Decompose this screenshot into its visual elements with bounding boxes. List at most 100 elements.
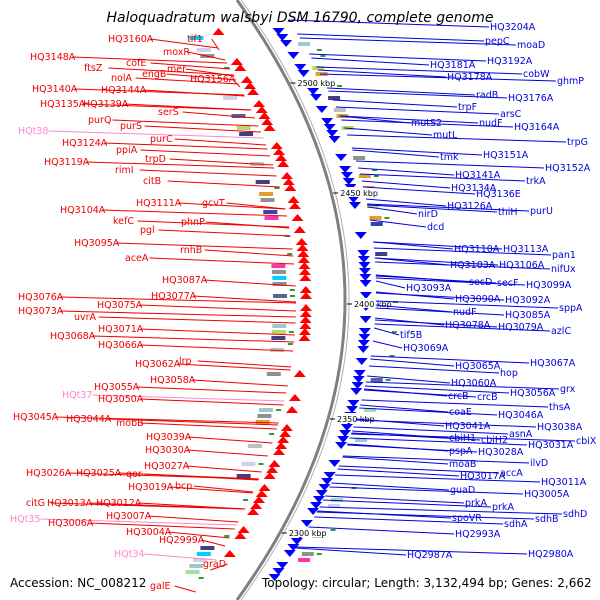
left-leader-line <box>166 73 237 81</box>
left-leader-line <box>193 485 254 493</box>
right-leader-line <box>374 257 499 266</box>
right-leader-line <box>359 173 526 182</box>
right-gene-label: tif5B <box>400 330 422 341</box>
right-strand-gene-arrow <box>310 502 323 509</box>
right-gene-label: radB <box>476 90 498 101</box>
right-strand-gene-arrow <box>359 274 372 281</box>
right-gene-label: trkA <box>526 176 546 187</box>
left-gene-label: qor <box>126 469 142 480</box>
left-gene-label: ppiA <box>116 145 138 156</box>
left-leader-line <box>201 539 226 547</box>
right-strand-gene-arrow <box>358 328 371 335</box>
cog-category-box <box>236 126 251 130</box>
left-leader-line <box>210 563 228 571</box>
left-gene-label: HQ3055A <box>94 382 140 393</box>
right-gene-label: HQ2980A <box>528 549 574 560</box>
left-leader-line <box>174 585 196 593</box>
right-gene-label: HQ3067A <box>530 358 576 369</box>
left-strand-gene-arrow <box>252 100 265 107</box>
left-leader-line <box>144 553 217 561</box>
right-gene-label: HQ3005A <box>524 489 570 500</box>
right-gene-label: secF <box>497 278 518 289</box>
cog-category-box <box>271 330 286 334</box>
right-gene-label: HQ3134A <box>451 183 497 194</box>
right-gene-label: tmk <box>440 152 459 163</box>
left-strand-gene-arrow <box>277 436 290 443</box>
left-strand-gene-arrow <box>282 178 295 185</box>
right-gene-label: HQ3017A <box>460 471 506 482</box>
left-leader-line <box>60 310 296 318</box>
scale-label-bg <box>335 413 376 423</box>
left-gene-label: HQ3044A <box>66 414 112 425</box>
left-strand-gene-arrow <box>297 250 310 257</box>
left-leader-line <box>205 221 290 229</box>
left-leader-line <box>136 386 287 394</box>
left-leader-line <box>86 161 275 169</box>
left-leader-line <box>149 257 295 265</box>
right-gene-label: prkA <box>492 502 514 513</box>
cog-category-box <box>355 438 368 442</box>
left-gene-label: kefC <box>113 216 134 227</box>
right-strand-gene-arrow <box>354 232 367 239</box>
left-gene-label: tif1 <box>187 34 203 45</box>
right-leader-line <box>361 180 451 189</box>
left-gene-label: HQ3140A <box>32 84 78 95</box>
cog-category-box <box>328 504 341 508</box>
left-leader-line <box>112 119 259 127</box>
left-gene-label: HQ3119A <box>44 157 90 168</box>
left-gene-label: serS <box>158 107 179 118</box>
left-gene-label: HQ3111A <box>136 198 182 209</box>
marker-dash <box>389 355 395 357</box>
right-strand-gene-arrow <box>340 172 353 179</box>
left-strand-gene-arrow <box>299 310 312 317</box>
right-leader-line <box>327 87 476 96</box>
right-strand-gene-arrow <box>272 568 285 575</box>
left-leader-line <box>144 125 261 133</box>
left-leader-line <box>135 77 239 85</box>
left-strand-gene-arrow <box>263 472 276 479</box>
cog-category-box <box>193 558 208 562</box>
left-leader-line <box>92 394 285 402</box>
right-gene-label: dcd <box>427 222 444 233</box>
cog-category-box <box>255 180 270 184</box>
right-gene-label: HQ3031A <box>528 440 574 451</box>
right-gene-label: purU <box>530 206 553 217</box>
cog-category-box <box>298 42 311 46</box>
left-strand-gene-arrow <box>247 88 260 95</box>
cog-category-box <box>196 552 211 556</box>
right-gene-label: pan1 <box>552 250 576 261</box>
right-strand-gene-arrow <box>283 550 296 557</box>
cog-category-box <box>257 414 272 418</box>
right-leader-line <box>366 198 447 207</box>
left-gene-label: HQ3087A <box>162 275 208 286</box>
right-leader-line <box>373 247 552 256</box>
left-gene-label: citG <box>26 498 45 509</box>
right-strand-gene-arrow <box>357 340 370 347</box>
backbone <box>235 0 350 600</box>
right-gene-label: HQ3099A <box>526 280 572 291</box>
backbone-outer-line <box>235 0 347 600</box>
cog-category-box <box>272 324 287 328</box>
right-leader-line <box>360 404 449 413</box>
right-leader-line <box>342 456 449 465</box>
left-strand-gene-arrow <box>252 496 265 503</box>
left-gene-label: rnhB <box>180 245 202 256</box>
right-gene-label: sppA <box>559 303 583 314</box>
genome-stats-text: Topology: circular; Length: 3,132,494 bp… <box>261 576 592 590</box>
right-leader-line <box>375 280 406 289</box>
cog-category-box <box>236 474 251 478</box>
right-leader-line <box>367 203 530 212</box>
left-gene-label: HQ3062A <box>135 359 181 370</box>
left-strand-gene-arrow <box>244 82 257 89</box>
scale-label: 2450 kbp <box>340 189 378 198</box>
right-leader-line <box>342 455 530 464</box>
cog-category-box <box>298 558 311 562</box>
right-gene-label: mutS2 <box>411 118 442 129</box>
marker-dash <box>330 529 336 531</box>
cog-category-box <box>231 114 246 118</box>
right-leader-line <box>375 261 551 270</box>
cog-category-box <box>370 222 383 226</box>
cog-category-box <box>223 96 238 100</box>
cog-category-box <box>271 270 286 274</box>
right-gene-label: cobW <box>523 69 550 80</box>
